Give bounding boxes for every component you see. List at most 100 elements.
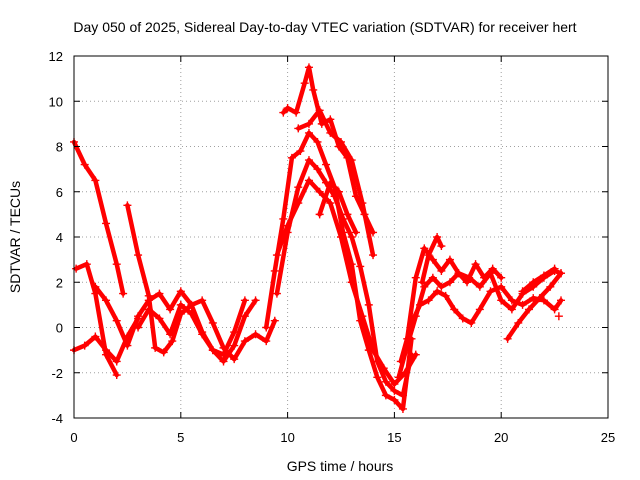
data-point xyxy=(437,282,446,291)
data-point xyxy=(187,300,196,309)
series-trace xyxy=(93,284,278,362)
data-point xyxy=(411,273,420,282)
data-point xyxy=(144,291,153,300)
data-point xyxy=(187,309,196,318)
data-point xyxy=(283,104,292,113)
data-point xyxy=(347,278,356,287)
data-point xyxy=(102,350,111,359)
data-point xyxy=(550,264,559,273)
y-tick-label: 2 xyxy=(56,275,63,290)
data-point xyxy=(155,314,164,323)
data-point xyxy=(82,260,91,269)
data-point xyxy=(369,251,378,260)
data-point xyxy=(315,106,324,115)
data-point xyxy=(166,330,175,339)
data-point xyxy=(176,300,185,309)
data-point xyxy=(313,165,322,174)
data-point xyxy=(358,312,367,321)
data-point xyxy=(343,210,352,219)
y-tick-label: 12 xyxy=(49,49,63,64)
data-point xyxy=(411,350,420,359)
data-point xyxy=(309,85,318,94)
data-point xyxy=(507,296,516,305)
data-point xyxy=(390,386,399,395)
data-point xyxy=(326,115,335,124)
data-point xyxy=(208,318,217,327)
data-point xyxy=(123,341,132,350)
data-point xyxy=(347,156,356,165)
data-point xyxy=(497,273,506,282)
data-point xyxy=(364,300,373,309)
data-point xyxy=(524,305,533,314)
series-4 xyxy=(91,282,279,364)
data-point xyxy=(208,346,217,355)
data-point xyxy=(294,183,303,192)
data-point xyxy=(424,296,433,305)
data-point xyxy=(294,124,303,133)
data-point xyxy=(112,260,121,269)
y-tick-label: 0 xyxy=(56,321,63,336)
data-point xyxy=(134,323,143,332)
data-point xyxy=(155,289,164,298)
data-point xyxy=(230,341,239,350)
data-point xyxy=(557,269,566,278)
series-trace xyxy=(73,261,119,378)
data-point xyxy=(198,296,207,305)
x-tick-label: 15 xyxy=(387,430,401,445)
data-point xyxy=(337,137,345,146)
data-point xyxy=(326,128,335,137)
data-point xyxy=(279,108,288,117)
data-point xyxy=(433,233,442,241)
data-point xyxy=(102,296,111,305)
series-trace xyxy=(419,234,444,285)
data-point xyxy=(112,357,121,366)
data-point xyxy=(119,289,128,298)
data-point xyxy=(381,377,390,386)
data-point xyxy=(347,233,356,241)
data-point xyxy=(315,210,324,219)
data-point xyxy=(497,282,506,291)
x-axis-label: GPS time / hours xyxy=(287,458,394,474)
data-point xyxy=(294,199,303,208)
y-axis-label: SDTVAR / TECUs xyxy=(7,181,23,293)
data-point xyxy=(159,348,168,357)
data-point xyxy=(315,187,324,196)
data-point xyxy=(326,178,335,187)
data-point xyxy=(503,334,512,343)
data-point xyxy=(554,312,563,321)
data-point xyxy=(151,343,160,352)
data-point xyxy=(134,312,143,321)
x-tick-label: 10 xyxy=(280,430,294,445)
data-point xyxy=(91,282,100,291)
data-point xyxy=(176,287,185,296)
y-tick-label: -4 xyxy=(51,411,63,426)
data-point xyxy=(454,269,463,278)
y-tick-labels: -4 -2 0 2 4 6 8 10 12 xyxy=(49,49,63,426)
data-point xyxy=(300,79,309,88)
data-point xyxy=(441,291,450,300)
tick-marks xyxy=(73,55,609,419)
data-point xyxy=(475,282,484,291)
data-point xyxy=(356,262,365,271)
data-point xyxy=(514,318,523,327)
data-point xyxy=(401,368,410,377)
data-point xyxy=(270,316,279,325)
data-point xyxy=(418,278,427,287)
data-point xyxy=(272,251,281,260)
data-point xyxy=(230,355,239,364)
y-tick-label: -2 xyxy=(51,366,63,381)
data-point xyxy=(283,221,292,230)
data-point xyxy=(396,357,405,366)
data-point xyxy=(390,395,399,404)
data-point xyxy=(433,287,442,296)
data-point xyxy=(486,287,495,296)
data-point xyxy=(322,160,331,169)
data-point xyxy=(240,337,249,346)
data-point xyxy=(337,233,345,241)
series-trace xyxy=(135,298,258,364)
series-12 xyxy=(315,178,360,237)
data-point xyxy=(279,214,288,223)
data-point xyxy=(270,266,279,275)
data-series xyxy=(70,63,566,413)
